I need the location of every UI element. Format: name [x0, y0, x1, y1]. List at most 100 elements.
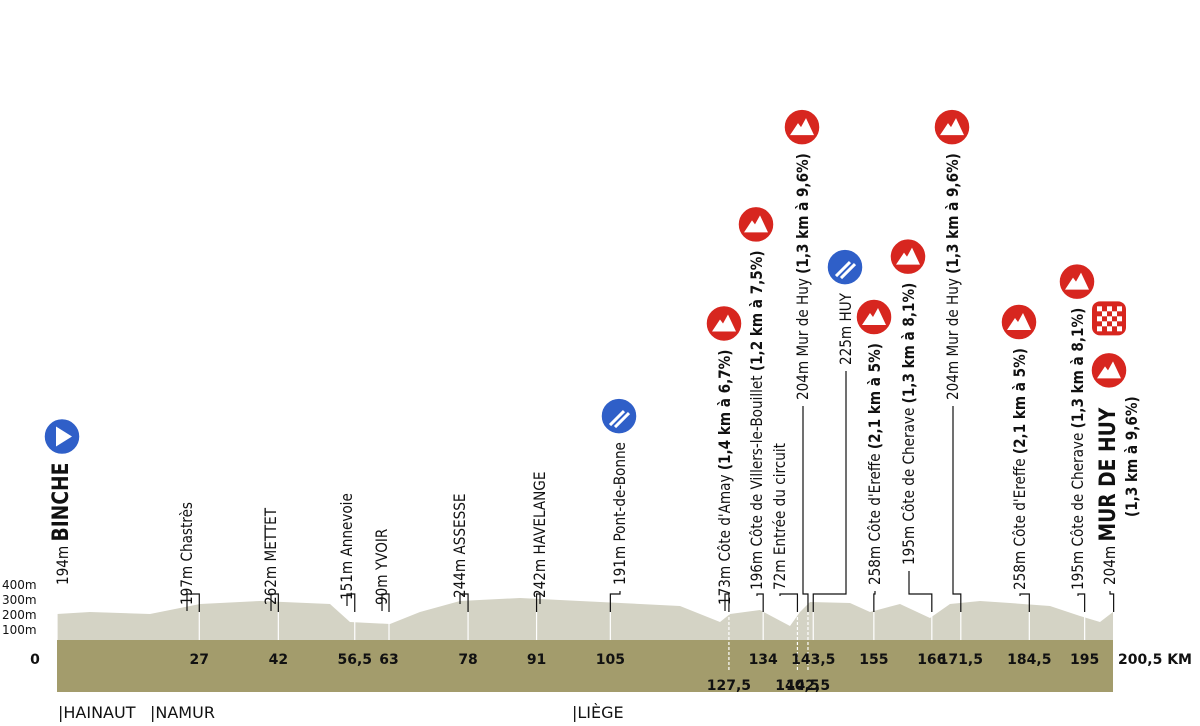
climb-icon: [783, 108, 821, 146]
altitude-tick: 200m: [2, 608, 37, 622]
place: Côte de Villers-le-Bouillet: [748, 375, 766, 546]
place: Côte de Cherave: [1069, 433, 1087, 547]
leader: [812, 371, 847, 612]
altitude: 242m: [531, 559, 549, 598]
mountain: [1065, 272, 1089, 290]
climb-detail: (1,3 km à 8,1%): [900, 283, 918, 404]
climb-detail: (1,4 km à 6,7%): [716, 349, 734, 470]
climb-icon: [737, 205, 775, 244]
waypoint-label: 194m BINCHE: [48, 463, 74, 585]
waypoint-label: 204m Mur de Huy (1,3 km à 9,6%): [794, 153, 812, 400]
altitude-tick: 400m: [2, 578, 37, 592]
leader: [756, 593, 764, 612]
km-label: 63: [379, 652, 398, 668]
altitude: 225m: [837, 326, 855, 365]
region: |NAMUR: [150, 703, 215, 722]
km-label: 195: [1070, 652, 1099, 668]
km-label: 171,5: [939, 652, 983, 668]
checker: [1097, 306, 1102, 312]
km-label: 140,5: [775, 678, 819, 694]
feed-icon: [826, 248, 864, 286]
altitude: 258m: [1011, 551, 1029, 590]
km-label: 0: [30, 652, 40, 668]
waypoint-label: 225m HUY: [837, 292, 855, 365]
km-label: 127,5: [707, 678, 751, 694]
altitude: 194m: [54, 546, 72, 585]
km-label: 143,5: [791, 652, 835, 668]
altitude: 204m: [944, 361, 962, 400]
km-label: 142,5: [786, 678, 830, 694]
climb-detail: (1,3 km à 9,6%): [944, 153, 962, 274]
checker: [1117, 316, 1122, 322]
cutlery: [608, 410, 631, 429]
place: Côte de Cherave: [900, 408, 918, 522]
place: Côte d'Amay: [716, 474, 734, 561]
altitude: 191m: [611, 546, 629, 585]
climb-detail: (1,2 km à 7,5%): [748, 250, 766, 371]
climb-icon: [1058, 262, 1096, 301]
climb-icon: [1090, 351, 1128, 390]
waypoint-label: 244m ASSESSE: [451, 494, 469, 598]
leader: [1019, 593, 1030, 612]
waypoint-label: 195m Côte de Cherave (1,3 km à 8,1%): [900, 283, 918, 565]
checker: [1107, 316, 1112, 322]
place: ASSESSE: [451, 494, 469, 555]
waypoint-label: 191m Pont-de-Bonne: [611, 442, 629, 585]
waypoint-label: 258m Côte d'Ereffe (2,1 km à 5%): [866, 343, 884, 585]
km-label: 134: [749, 652, 778, 668]
waypoint-label: 72m Entrée du circuit: [771, 443, 789, 590]
feed-icon: [600, 397, 638, 435]
altitude: 258m: [866, 546, 884, 585]
checker: [1107, 326, 1112, 332]
waypoint-label: 262m METTET: [262, 507, 280, 605]
waypoint-label: 90m YVOIR: [373, 529, 391, 605]
climb-icon: [705, 304, 743, 343]
place: HAVELANGE: [531, 472, 549, 555]
km-label: 105: [596, 652, 625, 668]
place: YVOIR: [373, 529, 391, 571]
altitude-tick: 100m: [2, 623, 37, 637]
altitude: 195m: [900, 526, 918, 565]
km-label: 166: [917, 652, 946, 668]
checker: [1112, 311, 1117, 317]
checker: [1112, 321, 1117, 327]
place: Côte d'Ereffe: [866, 453, 884, 541]
checker: [1102, 311, 1107, 317]
waypoint-label: 151m Annevoie: [338, 493, 356, 600]
start-icon: [43, 417, 81, 456]
waypoint-label: 197m Chastrès: [178, 502, 196, 605]
climb-detail: (2,1 km à 5%): [1011, 348, 1029, 454]
altitude: 244m: [451, 559, 469, 598]
km-label: 184,5: [1007, 652, 1051, 668]
leader: [186, 593, 200, 612]
leader: [952, 406, 962, 612]
finish-icon: [1092, 301, 1126, 336]
leader: [535, 593, 541, 612]
altitude: 195m: [1069, 551, 1087, 590]
place: BINCHE: [48, 463, 74, 542]
leader: [381, 593, 390, 612]
km-label: 42: [269, 652, 288, 668]
leader: [1077, 593, 1086, 612]
checker: [1097, 316, 1102, 322]
km-label: 155: [859, 652, 888, 668]
checker: [1097, 326, 1102, 332]
climb-detail: (2,1 km à 5%): [866, 343, 884, 449]
altitude: 151m: [338, 561, 356, 600]
altitude-tick: 300m: [2, 593, 37, 607]
waypoint-label: 204m MUR DE HUY: [1095, 408, 1121, 585]
altitude: 197m: [178, 566, 196, 605]
climb-icon: [855, 298, 893, 336]
climb-icon: [889, 237, 927, 276]
km-label: 200,5 KM: [1118, 652, 1192, 668]
place: Entrée du circuit: [771, 443, 789, 555]
checker: [1102, 321, 1107, 327]
leader: [779, 593, 799, 612]
mountain: [1097, 361, 1121, 379]
climb-icon: [933, 108, 971, 146]
km-label: 91: [527, 652, 546, 668]
altitude: 90m: [373, 574, 391, 605]
leader: [609, 591, 621, 612]
play: [56, 426, 72, 447]
waypoint-label: 258m Côte d'Ereffe (2,1 km à 5%): [1011, 348, 1029, 590]
